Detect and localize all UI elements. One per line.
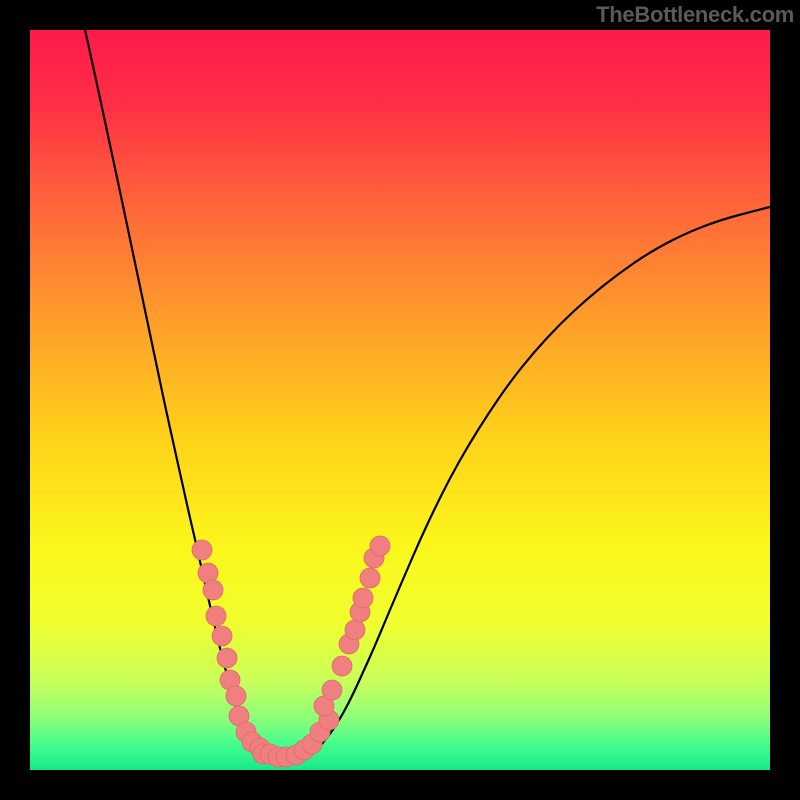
data-point-marker (217, 648, 237, 668)
data-point-marker (212, 626, 232, 646)
watermark-text: TheBottleneck.com (596, 2, 794, 28)
data-point-marker (226, 686, 246, 706)
data-point-marker (353, 588, 373, 608)
data-point-marker (360, 568, 380, 588)
gradient-background (30, 30, 770, 770)
data-point-marker (345, 620, 365, 640)
data-point-marker (322, 680, 342, 700)
data-point-marker (203, 580, 223, 600)
data-point-marker (192, 540, 212, 560)
data-point-marker (206, 606, 226, 626)
plot-area (30, 30, 770, 770)
data-point-marker (332, 656, 352, 676)
data-point-marker (370, 536, 390, 556)
chart-frame: TheBottleneck.com (0, 0, 800, 800)
